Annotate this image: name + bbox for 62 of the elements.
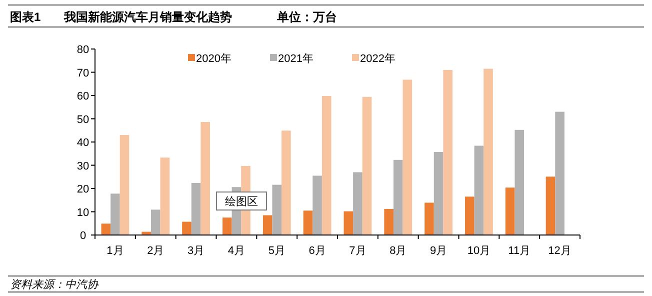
bar [110, 194, 120, 235]
bar [322, 96, 332, 235]
x-tick-label: 8月 [390, 245, 407, 257]
x-tick-label: 4月 [228, 245, 246, 257]
bar [262, 215, 272, 235]
bar [546, 176, 556, 235]
text: 图表1 [10, 10, 41, 24]
y-tick-label: 0 [80, 230, 86, 242]
y-tick-label: 80 [76, 44, 90, 56]
bar [443, 70, 452, 235]
x-tick-label: 5月 [268, 245, 286, 257]
x-tick-label: 2月 [147, 245, 164, 257]
y-tick-label: 20 [76, 184, 90, 196]
bar [424, 202, 434, 235]
text: 资料来源：中汽协 [10, 278, 99, 291]
legend-label: 2021年 [278, 53, 314, 65]
bar [101, 224, 111, 235]
bar [353, 172, 362, 235]
bar [514, 130, 524, 235]
y-tick-label: 40 [76, 137, 90, 149]
bar [191, 182, 201, 235]
bar [303, 210, 313, 235]
bar [465, 196, 474, 235]
bar [200, 122, 210, 235]
bar [160, 158, 170, 235]
y-tick-label: 50 [76, 114, 90, 126]
bar [434, 152, 444, 235]
x-tick-label: 11月 [508, 245, 531, 257]
chart-title: 我国新能源汽车月销量变化趋势 [63, 10, 232, 24]
note-box: 绘图区 [216, 192, 267, 210]
bar [505, 188, 515, 235]
x-tick-label: 9月 [430, 245, 448, 257]
bar [474, 146, 484, 235]
x-tick-label: 1月 [106, 245, 124, 257]
y-tick-label: 70 [76, 67, 90, 80]
bar [344, 211, 354, 235]
bar [484, 68, 493, 235]
y-tick-label: 30 [76, 160, 90, 172]
bar [120, 135, 130, 235]
annotation: 绘图区 [224, 196, 258, 208]
bar [384, 208, 394, 235]
bar [222, 218, 232, 235]
bar [272, 184, 282, 235]
x-tick-label: 7月 [349, 245, 366, 257]
bar [150, 210, 160, 235]
bar [393, 160, 403, 235]
x-tick-label: 3月 [187, 245, 205, 257]
x-tick-label: 12月 [548, 245, 572, 257]
legend-label: 2022年 [360, 53, 396, 65]
bar [142, 232, 151, 235]
bar [362, 96, 372, 235]
bar [555, 112, 564, 235]
x-tick-label: 6月 [308, 245, 326, 257]
bar [312, 176, 322, 235]
y-tick-label: 60 [76, 90, 90, 102]
y-tick-label: 10 [76, 206, 90, 219]
legend-label: 2020年 [196, 53, 232, 65]
bar [182, 222, 192, 235]
bar [282, 130, 291, 235]
bar [402, 80, 412, 235]
chart-subtitle: 单位：万台 [276, 10, 337, 24]
x-tick-label: 10月 [467, 245, 491, 257]
